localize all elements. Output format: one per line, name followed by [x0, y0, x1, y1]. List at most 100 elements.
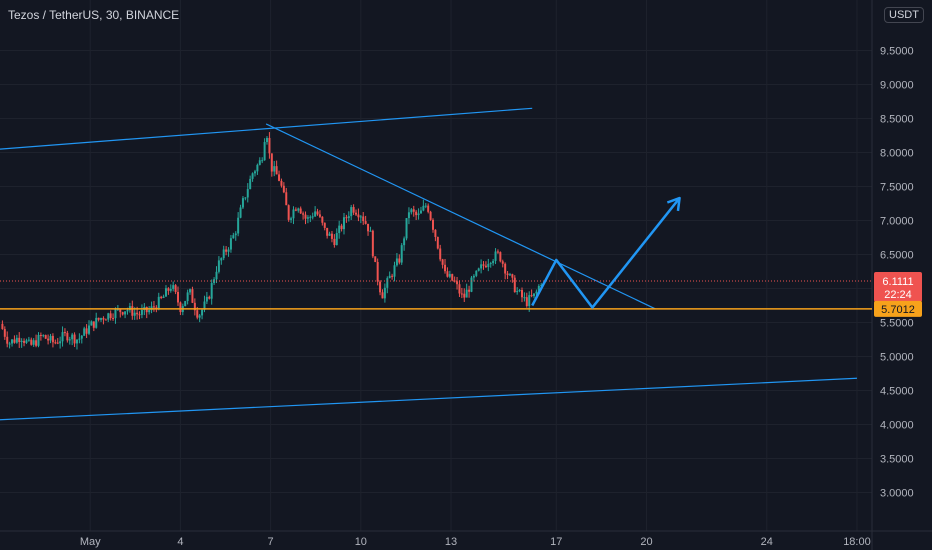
- candle-body: [20, 340, 23, 343]
- candle-body: [75, 339, 78, 344]
- candle-body: [282, 185, 285, 193]
- candle-body: [439, 248, 442, 260]
- candle-body: [273, 166, 276, 172]
- x-tick-label: May: [80, 536, 101, 548]
- candle-body: [258, 160, 261, 165]
- candle-body: [47, 338, 50, 341]
- candle-body: [367, 223, 370, 232]
- candle-body: [167, 288, 170, 291]
- y-tick-label: 6.5000: [880, 250, 914, 262]
- candle-body: [419, 210, 422, 214]
- x-tick-label: 13: [445, 536, 457, 548]
- y-tick-label: 9.5000: [880, 46, 914, 58]
- candle-body: [61, 332, 64, 342]
- candle-body: [446, 271, 449, 277]
- candle-body: [302, 213, 305, 215]
- candle-body: [222, 249, 225, 259]
- y-tick-label: 5.0000: [880, 352, 914, 364]
- candle-body: [492, 260, 495, 264]
- trendline-1[interactable]: [0, 107, 533, 150]
- candle-body: [472, 275, 475, 278]
- candle-body: [205, 296, 208, 302]
- candle-body: [403, 238, 406, 246]
- candle-body: [92, 321, 95, 328]
- candle-body: [280, 180, 283, 186]
- y-tick-label: 4.0000: [880, 420, 914, 432]
- candle-body: [174, 285, 177, 292]
- currency-badge[interactable]: USDT: [884, 7, 924, 23]
- x-tick-label: 18:00: [843, 536, 871, 548]
- candle-body: [100, 318, 103, 320]
- candle-body: [501, 261, 504, 264]
- candle-body: [85, 328, 88, 334]
- candle-body: [140, 309, 143, 315]
- trendline-2[interactable]: [0, 377, 857, 421]
- candle-body: [355, 212, 358, 215]
- candle-body: [266, 137, 269, 143]
- y-tick-label: 9.0000: [880, 80, 914, 92]
- candle-body: [374, 256, 377, 262]
- candle-body: [136, 312, 139, 315]
- candle-body: [18, 337, 21, 343]
- candle-body: [275, 166, 278, 175]
- candle-body: [537, 285, 540, 292]
- candle-body: [494, 251, 497, 261]
- y-tick-label: 8.5000: [880, 114, 914, 126]
- candle-body: [104, 319, 107, 321]
- candle-body: [3, 329, 6, 337]
- last-price-value: 6.1111: [882, 276, 913, 288]
- candle-body: [398, 258, 401, 263]
- candle-body: [193, 302, 196, 311]
- candle-body: [412, 209, 415, 212]
- candle-body: [306, 217, 309, 219]
- y-tick-label: 8.0000: [880, 148, 914, 160]
- candle-body: [470, 277, 473, 292]
- candle-body: [318, 214, 321, 217]
- candle-body: [73, 334, 76, 344]
- candle-body: [126, 310, 129, 312]
- candle-body: [533, 293, 536, 297]
- projection-path[interactable]: [531, 197, 681, 309]
- candle-body: [270, 153, 273, 172]
- candle-body: [157, 296, 160, 310]
- x-tick-label: 4: [177, 536, 183, 548]
- trendline-3[interactable]: [265, 123, 656, 310]
- candle-body: [196, 310, 199, 318]
- x-tick-label: 24: [761, 536, 773, 548]
- candle-body: [44, 335, 47, 339]
- candle-body: [25, 340, 28, 343]
- candle-body: [261, 160, 264, 162]
- last-price-tag: [874, 271, 922, 302]
- candle-body: [11, 339, 14, 344]
- candle-body: [229, 238, 232, 250]
- candle-body: [68, 339, 71, 341]
- candle-body: [415, 211, 418, 216]
- candle-body: [330, 233, 333, 239]
- candle-body: [463, 293, 466, 298]
- candle-body: [119, 308, 122, 313]
- candle-body: [49, 335, 52, 341]
- candle-body: [285, 192, 288, 206]
- candle-body: [436, 236, 439, 249]
- candle-body: [203, 301, 206, 310]
- candle-body: [333, 238, 336, 246]
- candle-body: [184, 301, 187, 307]
- candle-body: [297, 208, 300, 211]
- candle-body: [388, 275, 391, 279]
- candle-body: [453, 280, 456, 282]
- candle-body: [508, 274, 511, 276]
- candle-body: [429, 211, 432, 220]
- candle-body: [362, 216, 365, 222]
- candle-body: [513, 277, 516, 293]
- candle-body: [172, 285, 175, 289]
- candle-body: [232, 235, 235, 239]
- candle-body: [342, 217, 345, 230]
- candle-body: [371, 230, 374, 257]
- candle-body: [263, 142, 266, 161]
- grid: [0, 0, 872, 531]
- candle-body: [323, 222, 326, 228]
- candle-body: [422, 205, 425, 211]
- candle-body: [506, 273, 509, 276]
- candle-body: [268, 137, 271, 154]
